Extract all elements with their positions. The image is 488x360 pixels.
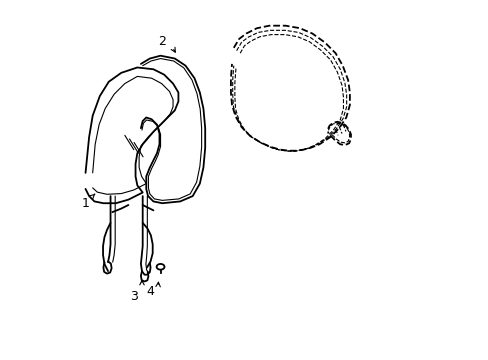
Text: 1: 1 xyxy=(81,197,89,210)
Text: 4: 4 xyxy=(145,285,153,298)
Text: 3: 3 xyxy=(129,289,138,303)
Text: 2: 2 xyxy=(158,35,166,48)
